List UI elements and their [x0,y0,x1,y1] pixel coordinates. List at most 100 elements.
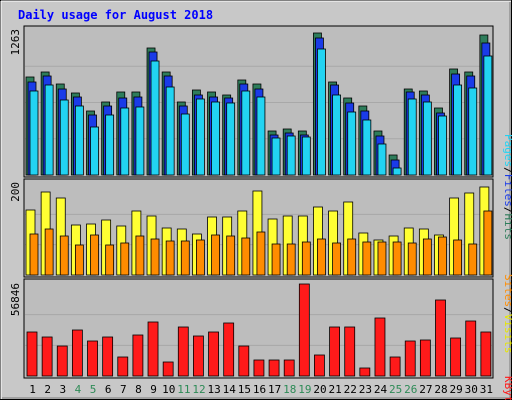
day-label: 16 [253,383,266,396]
day-label: 8 [135,383,142,396]
kbytes-bar [177,326,189,377]
day-label: 13 [207,383,220,396]
visits-panel-legend: Sites/Visits [502,274,512,354]
kbytes-bar [283,359,295,377]
day-label: 1 [29,383,36,396]
day-label: 23 [359,383,372,396]
sites-bar [332,242,341,276]
pages-bar [483,55,493,176]
kbytes-bar [374,317,386,377]
kbytes-bar [344,326,356,377]
sites-bar [44,228,54,276]
sites-bar [468,243,478,276]
kbytes-bar [253,359,265,377]
sites-bar [377,241,387,276]
kbytes-bar [223,322,235,377]
kbytes-bar [268,359,280,377]
sites-bar [422,238,432,276]
chart-title: Daily usage for August 2018 [18,8,213,22]
chart-bars [25,32,493,377]
sites-bar [392,241,402,276]
hits-panel-legend: Pages/Files/Hits [502,134,512,240]
kbytes-bar [435,299,446,377]
pages-bar [392,167,402,176]
kbytes-bar [193,335,204,377]
pages-bar [44,84,54,176]
day-label: 29 [450,383,463,396]
sites-bar [105,244,115,276]
kbytes-bar [404,340,416,377]
sites-bar [226,235,236,276]
legend-sites: Sites [502,274,512,307]
day-label: 11 [177,383,190,396]
sites-bar [74,244,84,276]
pages-bar [29,90,39,176]
sites-bar [150,238,160,276]
kbytes-bar [87,340,98,377]
kbytes-ymax-label: 56846 [9,283,22,316]
sites-bar [90,234,99,276]
day-label: 31 [480,383,493,396]
day-label: 18 [283,383,296,396]
kbytes-bar [465,320,477,377]
kbytes-bar [238,345,250,377]
day-label: 20 [313,383,326,396]
day-label: 25 [389,383,402,396]
sites-bar [120,242,130,276]
pages-bar [438,115,447,176]
pages-bar [90,126,99,176]
day-label: 6 [105,383,112,396]
pages-bar [301,136,311,176]
pages-bar [165,86,175,176]
sites-bar [483,210,493,276]
sites-bar [59,235,69,276]
pages-bar [317,48,326,176]
day-label: 26 [404,383,417,396]
kbytes-bar [56,345,68,377]
sites-bar [301,241,311,276]
legend-visits: Visits [502,314,512,354]
pages-bar [468,87,478,176]
day-label: 24 [374,383,388,396]
kbytes-bar [419,339,431,377]
sites-bar [407,242,417,276]
pages-bar [271,137,281,176]
visits-ymax-label: 200 [9,182,22,202]
kbytes-bar [480,331,492,377]
legend-hits: Hits [502,214,512,241]
kbytes-bar [314,354,325,377]
kbytes-bar [329,326,340,377]
pages-bar [362,119,372,176]
kbytes-bar [41,336,53,377]
sites-bar [438,236,447,276]
pages-bar [105,114,115,176]
legend-separator: / [502,207,512,214]
day-label: 19 [298,383,311,396]
legend-separator: / [502,307,512,314]
day-label: 4 [75,383,82,396]
kbytes-bar [208,331,219,377]
kbytes-bar [389,356,401,377]
sites-bar [211,234,220,276]
pages-bar [120,107,130,176]
sites-bar [453,239,463,276]
kbytes-bar [26,331,38,377]
sites-bar [271,243,281,276]
pages-bar [59,99,69,176]
kbytes-bar [102,336,114,377]
pages-bar [422,101,432,176]
day-label: 14 [223,383,237,396]
pages-bar [180,113,190,176]
day-label: 28 [434,383,447,396]
pages-bar [150,60,160,176]
day-label: 15 [238,383,251,396]
day-label: 3 [60,383,67,396]
day-label: 9 [150,383,157,396]
pages-bar [241,90,251,176]
day-label: 27 [419,383,432,396]
sites-bar [362,241,372,276]
sites-bar [196,239,205,276]
kbytes-bar [298,283,310,377]
